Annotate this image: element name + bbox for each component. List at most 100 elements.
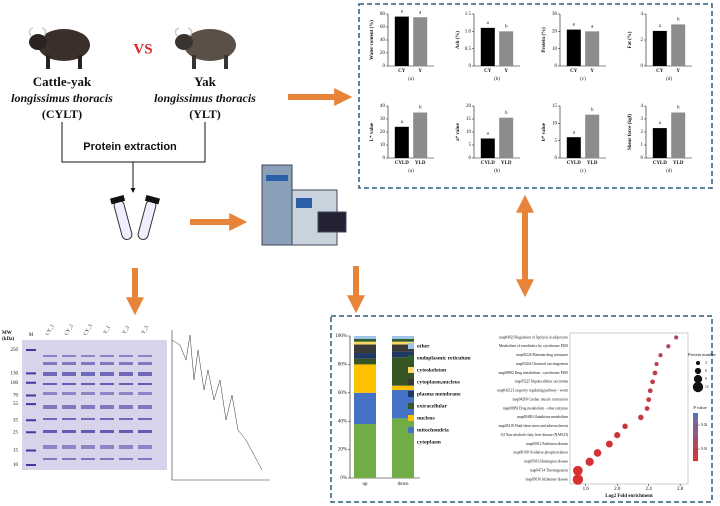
pathway-label: map05016 Huntington disease [524,460,568,464]
legend-label: mitochondria [417,427,449,433]
y-tick-label: 2 [641,38,644,43]
y-tick-label: 30 [552,12,558,17]
bar [394,126,409,158]
y-tick-label: 40% [338,419,347,424]
protein-band [119,383,133,385]
panel-label: (d) [666,169,672,174]
pathway-label: map05225 Hepatocellular carcinoma [515,380,568,384]
y-tick-label: 0 [469,156,472,161]
size-legend [693,374,703,384]
y-tick-label: 10 [466,130,472,135]
bar [480,27,495,66]
right-name: Yak [194,74,216,89]
marker-band [26,419,36,422]
y-axis-label: Protein (%) [542,27,547,53]
bubble [573,465,583,476]
protein-band [43,383,57,385]
protein-band [119,362,133,365]
pathway-label: O2 Non-alcoholic fatty liver disease (NA… [501,433,569,437]
colorbar [693,425,698,428]
significance-letter: b [505,111,508,116]
colorbar-label: 0.01 [701,447,707,451]
marker-label: 35 [13,418,19,423]
y-tick-label: 0 [555,64,558,69]
stack-segment [392,389,414,419]
panel-label: (c) [580,77,586,82]
protein-band [100,418,114,420]
protein-band [81,392,95,395]
lane-label: Y_3 [141,325,150,335]
protein-band [62,355,76,357]
x-tick-label: CY [398,69,406,74]
protein-band [100,383,114,385]
protein-band [100,355,114,357]
bubble [646,397,652,403]
size-legend-label: 3 [705,361,707,365]
protein-band [62,383,76,385]
pathway-label: map00190 Oxidative phosphorylation [514,451,569,455]
arrows [126,88,534,316]
bar [652,128,667,158]
protein-band [62,445,76,449]
bubble [647,388,653,394]
protein-band [62,458,76,460]
proteomics-box [330,315,713,503]
colorbar [693,449,698,452]
bar [499,117,514,158]
y-tick-label: 40 [380,38,386,43]
legend-label: plasma membrane [417,391,461,397]
unit-label: (kDa) [2,337,15,342]
pathway-label: map05204 Chemical carcinogenesis [516,362,568,366]
y-tick-label: 100% [335,334,347,339]
pathway-label: map05226 Platinum drug resistance [516,353,568,357]
bar [413,112,428,158]
lane-label: CY_3 [83,323,94,336]
left-code: (CYLT) [42,107,82,121]
x-tick-label: 1.6 [583,487,590,492]
colorbar [693,441,698,445]
stack-segment [392,336,414,339]
y-axis-label: Shear force (kgf) [628,114,633,150]
bar [671,24,686,66]
significance-letter: b [677,18,680,23]
x-tick-label: Y [676,69,680,74]
cattle-yak-image [28,27,90,69]
y-axis-label: a* value [456,122,461,140]
protein-band [43,372,57,376]
stack-segment [354,344,376,354]
bubble [654,362,659,367]
significance-letter: b [505,24,508,29]
colorbar [693,439,698,442]
protein-band [62,362,76,365]
size-legend [695,360,701,366]
panel-label: (a) [408,169,414,174]
y-tick-label: 20 [466,104,472,109]
y-tick-label: 0 [383,156,386,161]
legend-title: P value [693,405,706,410]
x-tick-label: YLD [415,161,426,166]
bubble [650,379,655,385]
bubble [614,432,621,439]
stack-segment [354,392,376,425]
protein-band [138,445,152,449]
protein-band [43,418,57,420]
x-tick-label: CY [484,69,492,74]
right-code: (YLT) [189,107,221,121]
size-legend-label: 6 [705,369,707,373]
stack-segment [354,424,376,478]
colorbar [693,451,698,454]
size-legend [694,367,702,375]
bar [413,17,428,66]
stack-segment [354,358,376,365]
pathway-label: map00982 Drug metabolism - cytochrome P4… [499,371,569,375]
legend-title: Protein number [688,352,716,357]
significance-letter: a [573,130,576,135]
pathway-label: Metabolism of xenobiotics by cytochrome … [499,344,568,348]
y-tick-label: 80% [338,363,347,368]
y-tick-label: 20 [380,51,386,56]
y-tick-label: 4 [641,12,644,17]
y-tick-label: 10 [552,121,558,126]
pathway-label: map04923 Regulation of lipolysis in adip… [499,335,568,339]
y-tick-label: 30 [380,117,386,122]
